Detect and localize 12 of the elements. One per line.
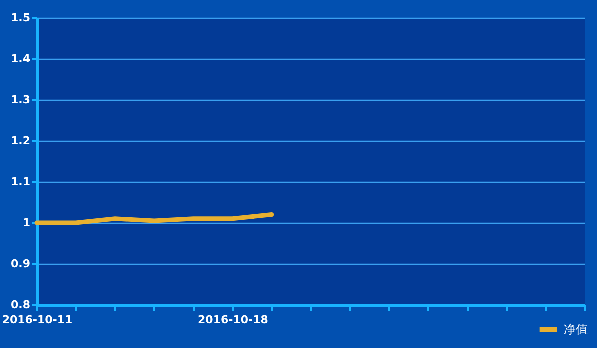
y-tick-label: 1.2 — [11, 134, 30, 148]
y-tick-label: 1.1 — [11, 176, 30, 188]
line-series — [34, 212, 274, 226]
y-tick-label: 1 — [22, 216, 30, 230]
y-tick-label: 1.4 — [11, 52, 31, 66]
y-tick-label: 1.5 — [11, 12, 30, 24]
y-tick-label: 0.9 — [11, 258, 30, 270]
y-tick-label: 0.8 — [11, 298, 30, 312]
legend-label: 净值 — [564, 322, 588, 336]
x-tick-label: 2016-10-11 — [2, 314, 73, 326]
x-tick-label: 2016-10-18 — [198, 314, 268, 326]
y-tick-label: 1.3 — [11, 94, 30, 106]
